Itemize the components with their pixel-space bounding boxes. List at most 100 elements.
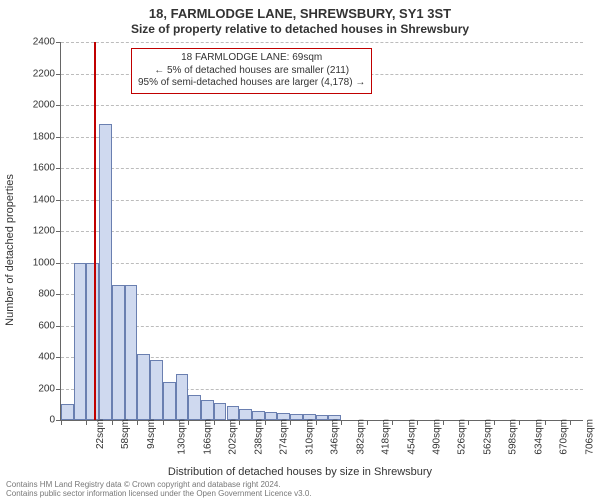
x-tick [468, 420, 469, 425]
x-tick [265, 420, 266, 425]
chart-title-main: 18, FARMLODGE LANE, SHREWSBURY, SY1 3ST [0, 6, 600, 21]
x-tick [443, 420, 444, 425]
x-tick [545, 420, 546, 425]
x-tick [137, 420, 138, 425]
x-tick-label: 454sqm [406, 419, 417, 455]
y-tick [56, 200, 61, 201]
y-tick-label: 0 [49, 415, 55, 426]
x-tick-label: 238sqm [253, 419, 264, 455]
x-tick [163, 420, 164, 425]
x-tick [367, 420, 368, 425]
x-tick-label: 706sqm [584, 419, 595, 455]
y-tick-label: 1200 [33, 226, 55, 237]
histogram-bar [316, 415, 329, 421]
x-tick-label: 382sqm [355, 419, 366, 455]
y-tick-label: 200 [38, 383, 55, 394]
property-marker-line [94, 42, 96, 420]
histogram-bar [163, 382, 176, 420]
chart-title-sub: Size of property relative to detached ho… [0, 22, 600, 36]
x-tick [392, 420, 393, 425]
x-tick-label: 346sqm [330, 419, 341, 455]
y-tick-label: 600 [38, 320, 55, 331]
annotation-line: 95% of semi-detached houses are larger (… [138, 77, 365, 90]
y-tick-label: 1800 [33, 131, 55, 142]
x-tick-label: 310sqm [304, 419, 315, 455]
histogram-bar [99, 124, 112, 420]
x-tick [341, 420, 342, 425]
x-tick [316, 420, 317, 425]
y-tick [56, 389, 61, 390]
histogram-bar [112, 285, 125, 420]
histogram-bar [150, 360, 163, 420]
histogram-bar [201, 400, 214, 420]
y-tick [56, 137, 61, 138]
y-tick [56, 357, 61, 358]
gridline [61, 168, 583, 169]
y-tick-label: 2200 [33, 68, 55, 79]
x-tick-label: 94sqm [146, 419, 157, 449]
y-tick [56, 326, 61, 327]
x-tick [519, 420, 520, 425]
annotation-line: 18 FARMLODGE LANE: 69sqm [138, 52, 365, 65]
y-axis-label: Number of detached properties [4, 174, 16, 326]
x-tick-label: 166sqm [202, 419, 213, 455]
gridline [61, 42, 583, 43]
plot-area: 0200400600800100012001400160018002000220… [60, 42, 583, 421]
histogram-bar [290, 414, 303, 420]
y-tick [56, 42, 61, 43]
histogram-bar [125, 285, 138, 420]
x-tick-label: 130sqm [177, 419, 188, 455]
histogram-bar [74, 263, 87, 421]
x-tick [61, 420, 62, 425]
x-tick-label: 526sqm [457, 419, 468, 455]
histogram-bar [137, 354, 150, 420]
histogram-bar [176, 374, 189, 420]
x-tick-label: 490sqm [432, 419, 443, 455]
gridline [61, 231, 583, 232]
x-tick-label: 418sqm [381, 419, 392, 455]
footer-line-1: Contains HM Land Registry data © Crown c… [6, 480, 312, 489]
x-tick [239, 420, 240, 425]
y-tick [56, 74, 61, 75]
x-tick-label: 274sqm [279, 419, 290, 455]
x-tick-label: 598sqm [508, 419, 519, 455]
gridline [61, 263, 583, 264]
gridline [61, 294, 583, 295]
y-tick [56, 168, 61, 169]
x-tick-label: 634sqm [533, 419, 544, 455]
x-tick [417, 420, 418, 425]
y-tick-label: 2000 [33, 100, 55, 111]
x-tick-label: 202sqm [228, 419, 239, 455]
y-tick [56, 294, 61, 295]
y-tick-label: 400 [38, 352, 55, 363]
x-tick [188, 420, 189, 425]
y-tick [56, 105, 61, 106]
chart-container: 18, FARMLODGE LANE, SHREWSBURY, SY1 3ST … [0, 0, 600, 500]
x-tick [86, 420, 87, 425]
histogram-bar [227, 406, 240, 420]
y-tick [56, 263, 61, 264]
gridline [61, 200, 583, 201]
x-tick-label: 670sqm [559, 419, 570, 455]
x-tick-label: 562sqm [483, 419, 494, 455]
x-tick [290, 420, 291, 425]
gridline [61, 326, 583, 327]
x-tick [494, 420, 495, 425]
y-tick-label: 1400 [33, 194, 55, 205]
x-tick-label: 58sqm [120, 419, 131, 449]
annotation-line: ← 5% of detached houses are smaller (211… [138, 65, 365, 78]
y-tick-label: 1000 [33, 257, 55, 268]
x-axis-label: Distribution of detached houses by size … [0, 466, 600, 478]
y-tick [56, 231, 61, 232]
gridline [61, 105, 583, 106]
annotation-box: 18 FARMLODGE LANE: 69sqm← 5% of detached… [131, 48, 372, 94]
histogram-bar [265, 412, 278, 420]
x-tick [112, 420, 113, 425]
histogram-bar [239, 409, 252, 420]
x-tick [570, 420, 571, 425]
y-tick-label: 1600 [33, 163, 55, 174]
histogram-bar [86, 263, 99, 421]
footer-line-2: Contains public sector information licen… [6, 489, 312, 498]
y-tick-label: 2400 [33, 37, 55, 48]
x-tick-label: 22sqm [95, 419, 106, 449]
